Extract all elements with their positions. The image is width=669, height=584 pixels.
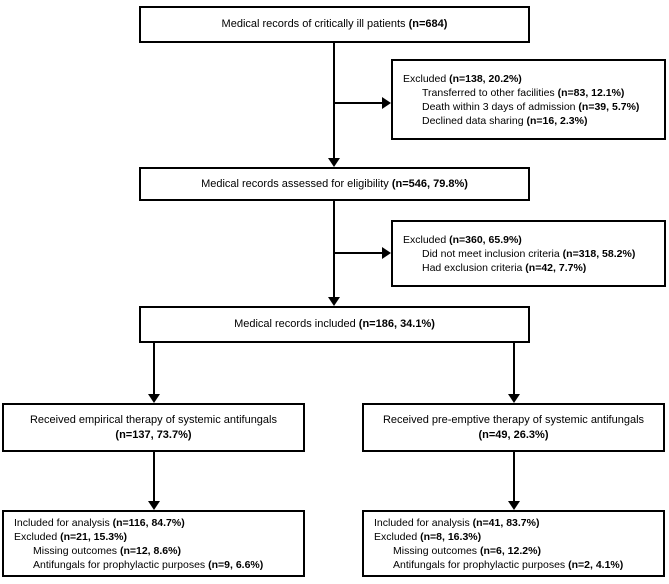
excluded-eligibility-title-n: (n=360, 65.9%) bbox=[449, 233, 522, 246]
excluded-eligibility-item: Did not meet inclusion criteria (n=318, … bbox=[403, 247, 654, 261]
arrowhead-to-empirical bbox=[148, 394, 160, 403]
arrowhead-to-included bbox=[328, 297, 340, 306]
empirical-analysis-excluded: Excluded (n=21, 15.3%) bbox=[14, 530, 293, 544]
excluded-eligibility-title: Excluded (n=360, 65.9%) bbox=[403, 233, 654, 247]
box-empirical-analysis: Included for analysis (n=116, 84.7%) Exc… bbox=[2, 510, 305, 577]
preemptive-analysis-item: Antifungals for prophylactic purposes (n… bbox=[374, 558, 653, 572]
connector-assessed-to-included bbox=[333, 201, 335, 299]
empirical-analysis-included: Included for analysis (n=116, 84.7%) bbox=[14, 516, 293, 530]
preemptive-therapy-n: (n=49, 26.3%) bbox=[478, 428, 549, 441]
excluded-initial-item-label: Declined data sharing bbox=[422, 114, 527, 127]
included-line: Medical records included (n=186, 34.1%) bbox=[234, 317, 435, 332]
preemptive-therapy-label: Received pre-emptive therapy of systemic… bbox=[382, 413, 645, 426]
assessed-label: Medical records assessed for eligibility bbox=[201, 177, 392, 190]
excluded-initial-item-label: Transferred to other facilities bbox=[422, 86, 558, 99]
box-assessed-eligibility: Medical records assessed for eligibility… bbox=[139, 167, 530, 201]
box-preemptive-analysis: Included for analysis (n=41, 83.7%) Excl… bbox=[362, 510, 665, 577]
excluded-eligibility-item-n: (n=42, 7.7%) bbox=[525, 261, 587, 274]
total-records-n: (n=684) bbox=[408, 18, 448, 30]
arrowhead-to-assessed bbox=[328, 158, 340, 167]
excluded-eligibility-item-label: Had exclusion criteria bbox=[422, 261, 526, 274]
box-total-records: Medical records of critically ill patien… bbox=[139, 6, 530, 43]
box-excluded-initial: Excluded (n=138, 20.2%) Transferred to o… bbox=[391, 59, 666, 140]
box-empirical-therapy: Received empirical therapy of systemic a… bbox=[2, 403, 305, 452]
box-preemptive-therapy: Received pre-emptive therapy of systemic… bbox=[362, 403, 665, 452]
excluded-initial-item-n: (n=16, 2.3%) bbox=[526, 114, 588, 127]
excluded-initial-item-n: (n=39, 5.7%) bbox=[578, 100, 640, 113]
connector-preemptive-to-analysis bbox=[513, 452, 515, 503]
connector-included-to-empirical bbox=[153, 343, 155, 396]
empirical-analysis-item-n: (n=9, 6.6%) bbox=[208, 558, 264, 571]
excluded-eligibility-item-label: Did not meet inclusion criteria bbox=[422, 247, 563, 260]
empirical-analysis-item-n: (n=12, 8.6%) bbox=[119, 544, 181, 557]
connector-empirical-to-analysis bbox=[153, 452, 155, 503]
excluded-initial-title: Excluded (n=138, 20.2%) bbox=[403, 72, 654, 86]
empirical-analysis-excluded-n: (n=21, 15.3%) bbox=[60, 530, 127, 543]
preemptive-analysis-excluded: Excluded (n=8, 16.3%) bbox=[374, 530, 653, 544]
empirical-analysis-excluded-label: Excluded bbox=[14, 530, 61, 543]
connector-branch-excluded-initial bbox=[334, 102, 383, 104]
box-excluded-eligibility: Excluded (n=360, 65.9%) Did not meet inc… bbox=[391, 220, 666, 287]
empirical-therapy-label: Received empirical therapy of systemic a… bbox=[29, 413, 277, 426]
excluded-eligibility-item: Had exclusion criteria (n=42, 7.7%) bbox=[403, 261, 654, 275]
included-n: (n=186, 34.1%) bbox=[358, 318, 435, 330]
preemptive-analysis-included-label: Included for analysis bbox=[374, 516, 473, 529]
empirical-analysis-included-n: (n=116, 84.7%) bbox=[112, 516, 185, 529]
preemptive-analysis-item-label: Antifungals for prophylactic purposes bbox=[393, 558, 569, 571]
empirical-therapy-n: (n=137, 73.7%) bbox=[115, 428, 192, 441]
preemptive-analysis-item-n: (n=2, 4.1%) bbox=[568, 558, 624, 571]
arrowhead-to-empirical-analysis bbox=[148, 501, 160, 510]
assessed-line: Medical records assessed for eligibility… bbox=[201, 177, 468, 192]
preemptive-analysis-item-n: (n=6, 12.2%) bbox=[479, 544, 541, 557]
box-records-included: Medical records included (n=186, 34.1%) bbox=[139, 306, 530, 343]
empirical-therapy-lines: Received empirical therapy of systemic a… bbox=[30, 413, 277, 443]
empirical-analysis-item-label: Antifungals for prophylactic purposes bbox=[33, 558, 209, 571]
preemptive-analysis-included-n: (n=41, 83.7%) bbox=[472, 516, 540, 529]
preemptive-analysis-excluded-n: (n=8, 16.3%) bbox=[420, 530, 482, 543]
preemptive-therapy-lines: Received pre-emptive therapy of systemic… bbox=[383, 413, 644, 443]
arrowhead-to-excluded-eligibility bbox=[382, 247, 391, 259]
empirical-analysis-included-label: Included for analysis bbox=[14, 516, 113, 529]
total-records-label: Medical records of critically ill patien… bbox=[221, 18, 409, 30]
total-records-line: Medical records of critically ill patien… bbox=[222, 17, 448, 32]
excluded-eligibility-item-n: (n=318, 58.2%) bbox=[562, 247, 636, 260]
arrowhead-to-preemptive-analysis bbox=[508, 501, 520, 510]
excluded-initial-item: Transferred to other facilities (n=83, 1… bbox=[403, 86, 654, 100]
preemptive-analysis-excluded-label: Excluded bbox=[374, 530, 421, 543]
excluded-initial-title-n: (n=138, 20.2%) bbox=[449, 72, 522, 85]
preemptive-analysis-included: Included for analysis (n=41, 83.7%) bbox=[374, 516, 653, 530]
empirical-analysis-item: Missing outcomes (n=12, 8.6%) bbox=[14, 544, 293, 558]
preemptive-analysis-item-label: Missing outcomes bbox=[393, 544, 480, 557]
connector-included-to-preemptive bbox=[513, 343, 515, 396]
arrowhead-to-excluded-initial bbox=[382, 97, 391, 109]
excluded-initial-title-label: Excluded bbox=[403, 72, 450, 85]
assessed-n: (n=546, 79.8%) bbox=[391, 177, 468, 190]
connector-total-to-assessed bbox=[333, 43, 335, 160]
included-label: Medical records included bbox=[234, 318, 359, 330]
empirical-analysis-item: Antifungals for prophylactic purposes (n… bbox=[14, 558, 293, 572]
excluded-initial-item: Declined data sharing (n=16, 2.3%) bbox=[403, 114, 654, 128]
excluded-initial-item-label: Death within 3 days of admission bbox=[422, 100, 579, 113]
excluded-initial-item: Death within 3 days of admission (n=39, … bbox=[403, 100, 654, 114]
preemptive-analysis-item: Missing outcomes (n=6, 12.2%) bbox=[374, 544, 653, 558]
excluded-initial-item-n: (n=83, 12.1%) bbox=[557, 86, 625, 99]
excluded-eligibility-title-label: Excluded bbox=[403, 233, 450, 246]
arrowhead-to-preemptive bbox=[508, 394, 520, 403]
empirical-analysis-item-label: Missing outcomes bbox=[33, 544, 120, 557]
connector-branch-excluded-eligibility bbox=[334, 252, 383, 254]
